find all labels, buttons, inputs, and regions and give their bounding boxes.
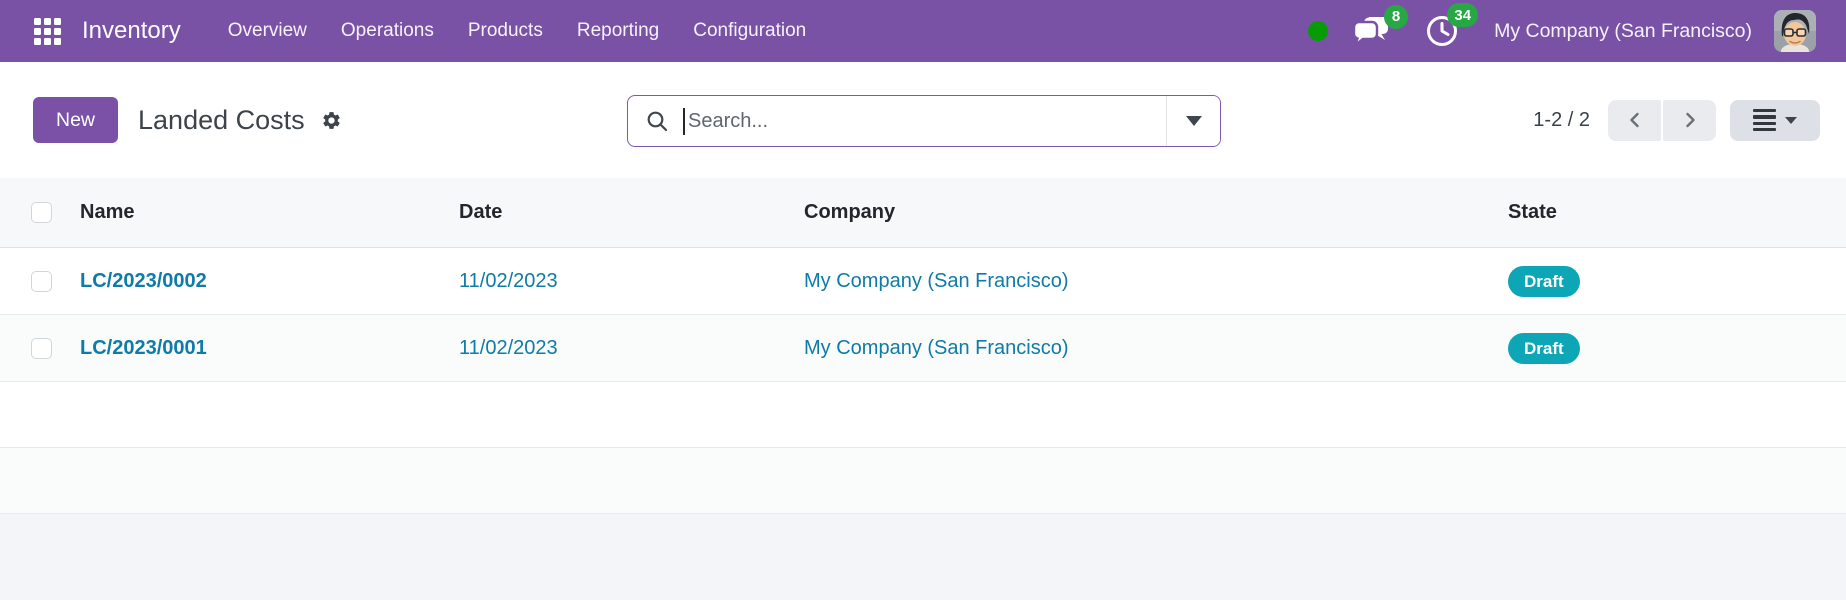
- list-view-icon: [1753, 109, 1776, 131]
- activities-button[interactable]: 34: [1422, 3, 1479, 51]
- table-header-row: Name Date Company State: [0, 178, 1846, 248]
- select-all-cell: [0, 202, 64, 223]
- search-icon: [646, 110, 668, 132]
- pager-range: 1-2 / 2: [1533, 108, 1590, 131]
- pager-buttons: [1608, 99, 1716, 141]
- caret-down-icon: [1185, 116, 1202, 126]
- cell-state: Draft: [1492, 332, 1846, 364]
- menu-item-reporting[interactable]: Reporting: [560, 12, 676, 50]
- row-checkbox[interactable]: [31, 270, 52, 292]
- menu-item-products[interactable]: Products: [451, 12, 560, 50]
- user-avatar[interactable]: [1774, 10, 1816, 52]
- company-switcher[interactable]: My Company (San Francisco): [1494, 19, 1752, 42]
- top-navbar: Inventory Overview Operations Products R…: [0, 0, 1846, 62]
- cell-name[interactable]: LC/2023/0002: [80, 269, 207, 292]
- column-header-name[interactable]: Name: [80, 201, 135, 223]
- activities-count-badge: 34: [1447, 3, 1479, 27]
- row-select-cell: [0, 337, 64, 359]
- chevron-right-icon: [1681, 111, 1699, 129]
- pager-area: 1-2 / 2: [1533, 62, 1820, 178]
- activity-clock-icon: [1424, 13, 1460, 49]
- cell-state: Draft: [1492, 265, 1846, 297]
- table-row[interactable]: LC/2023/0002 11/02/2023 My Company (San …: [0, 248, 1846, 315]
- menu-item-configuration[interactable]: Configuration: [676, 12, 823, 50]
- online-status-dot-icon: [1308, 21, 1329, 41]
- view-switcher-button[interactable]: [1730, 99, 1820, 141]
- navbar-left: Inventory Overview Operations Products R…: [33, 12, 1308, 50]
- empty-filler-row: [0, 382, 1846, 448]
- chat-bubbles-icon: [1352, 15, 1390, 48]
- row-checkbox[interactable]: [31, 337, 52, 359]
- caret-down-icon: [1785, 116, 1797, 124]
- table-body: LC/2023/0002 11/02/2023 My Company (San …: [0, 248, 1846, 382]
- user-avatar-image: [1774, 10, 1816, 52]
- text-cursor: [683, 107, 685, 135]
- menu-item-operations[interactable]: Operations: [324, 12, 451, 50]
- pager-previous-button[interactable]: [1608, 99, 1661, 141]
- messages-button[interactable]: 8: [1350, 4, 1409, 50]
- cell-company[interactable]: My Company (San Francisco): [804, 336, 1069, 359]
- menu-item-overview[interactable]: Overview: [211, 12, 324, 50]
- breadcrumb-area: New Landed Costs: [33, 62, 344, 178]
- page-title: Landed Costs: [138, 104, 305, 135]
- search-input[interactable]: [685, 96, 1166, 146]
- search-dropdown-toggle[interactable]: [1166, 96, 1220, 146]
- new-button[interactable]: New: [33, 97, 119, 143]
- apps-menu-button[interactable]: [33, 17, 61, 45]
- gear-icon-button[interactable]: [319, 108, 344, 133]
- column-header-company[interactable]: Company: [804, 201, 896, 223]
- pager-next-button[interactable]: [1663, 99, 1716, 141]
- app-name[interactable]: Inventory: [82, 17, 181, 44]
- chevron-left-icon: [1626, 111, 1644, 129]
- search-bar: [627, 95, 1221, 147]
- cell-date[interactable]: 11/02/2023: [459, 336, 558, 359]
- cell-date[interactable]: 11/02/2023: [459, 269, 558, 292]
- main-menu: Overview Operations Products Reporting C…: [211, 12, 824, 50]
- apps-grid-icon: [33, 17, 61, 45]
- status-badge: Draft: [1508, 265, 1580, 297]
- column-header-date[interactable]: Date: [459, 201, 503, 223]
- navbar-right: 8 34 My Company (San Francisco): [1308, 3, 1816, 52]
- select-all-checkbox[interactable]: [31, 202, 52, 223]
- column-header-state[interactable]: State: [1508, 201, 1557, 223]
- table-row[interactable]: LC/2023/0001 11/02/2023 My Company (San …: [0, 315, 1846, 382]
- status-badge: Draft: [1508, 332, 1580, 364]
- messages-count-badge: 8: [1384, 4, 1409, 29]
- empty-filler-row: [0, 448, 1846, 514]
- row-select-cell: [0, 270, 64, 292]
- landed-costs-list: Name Date Company State LC/2023/0002 11/…: [0, 178, 1846, 514]
- cell-company[interactable]: My Company (San Francisco): [804, 269, 1069, 292]
- control-panel: New Landed Costs: [0, 62, 1846, 178]
- cell-name[interactable]: LC/2023/0001: [80, 336, 207, 359]
- gear-icon: [321, 110, 342, 131]
